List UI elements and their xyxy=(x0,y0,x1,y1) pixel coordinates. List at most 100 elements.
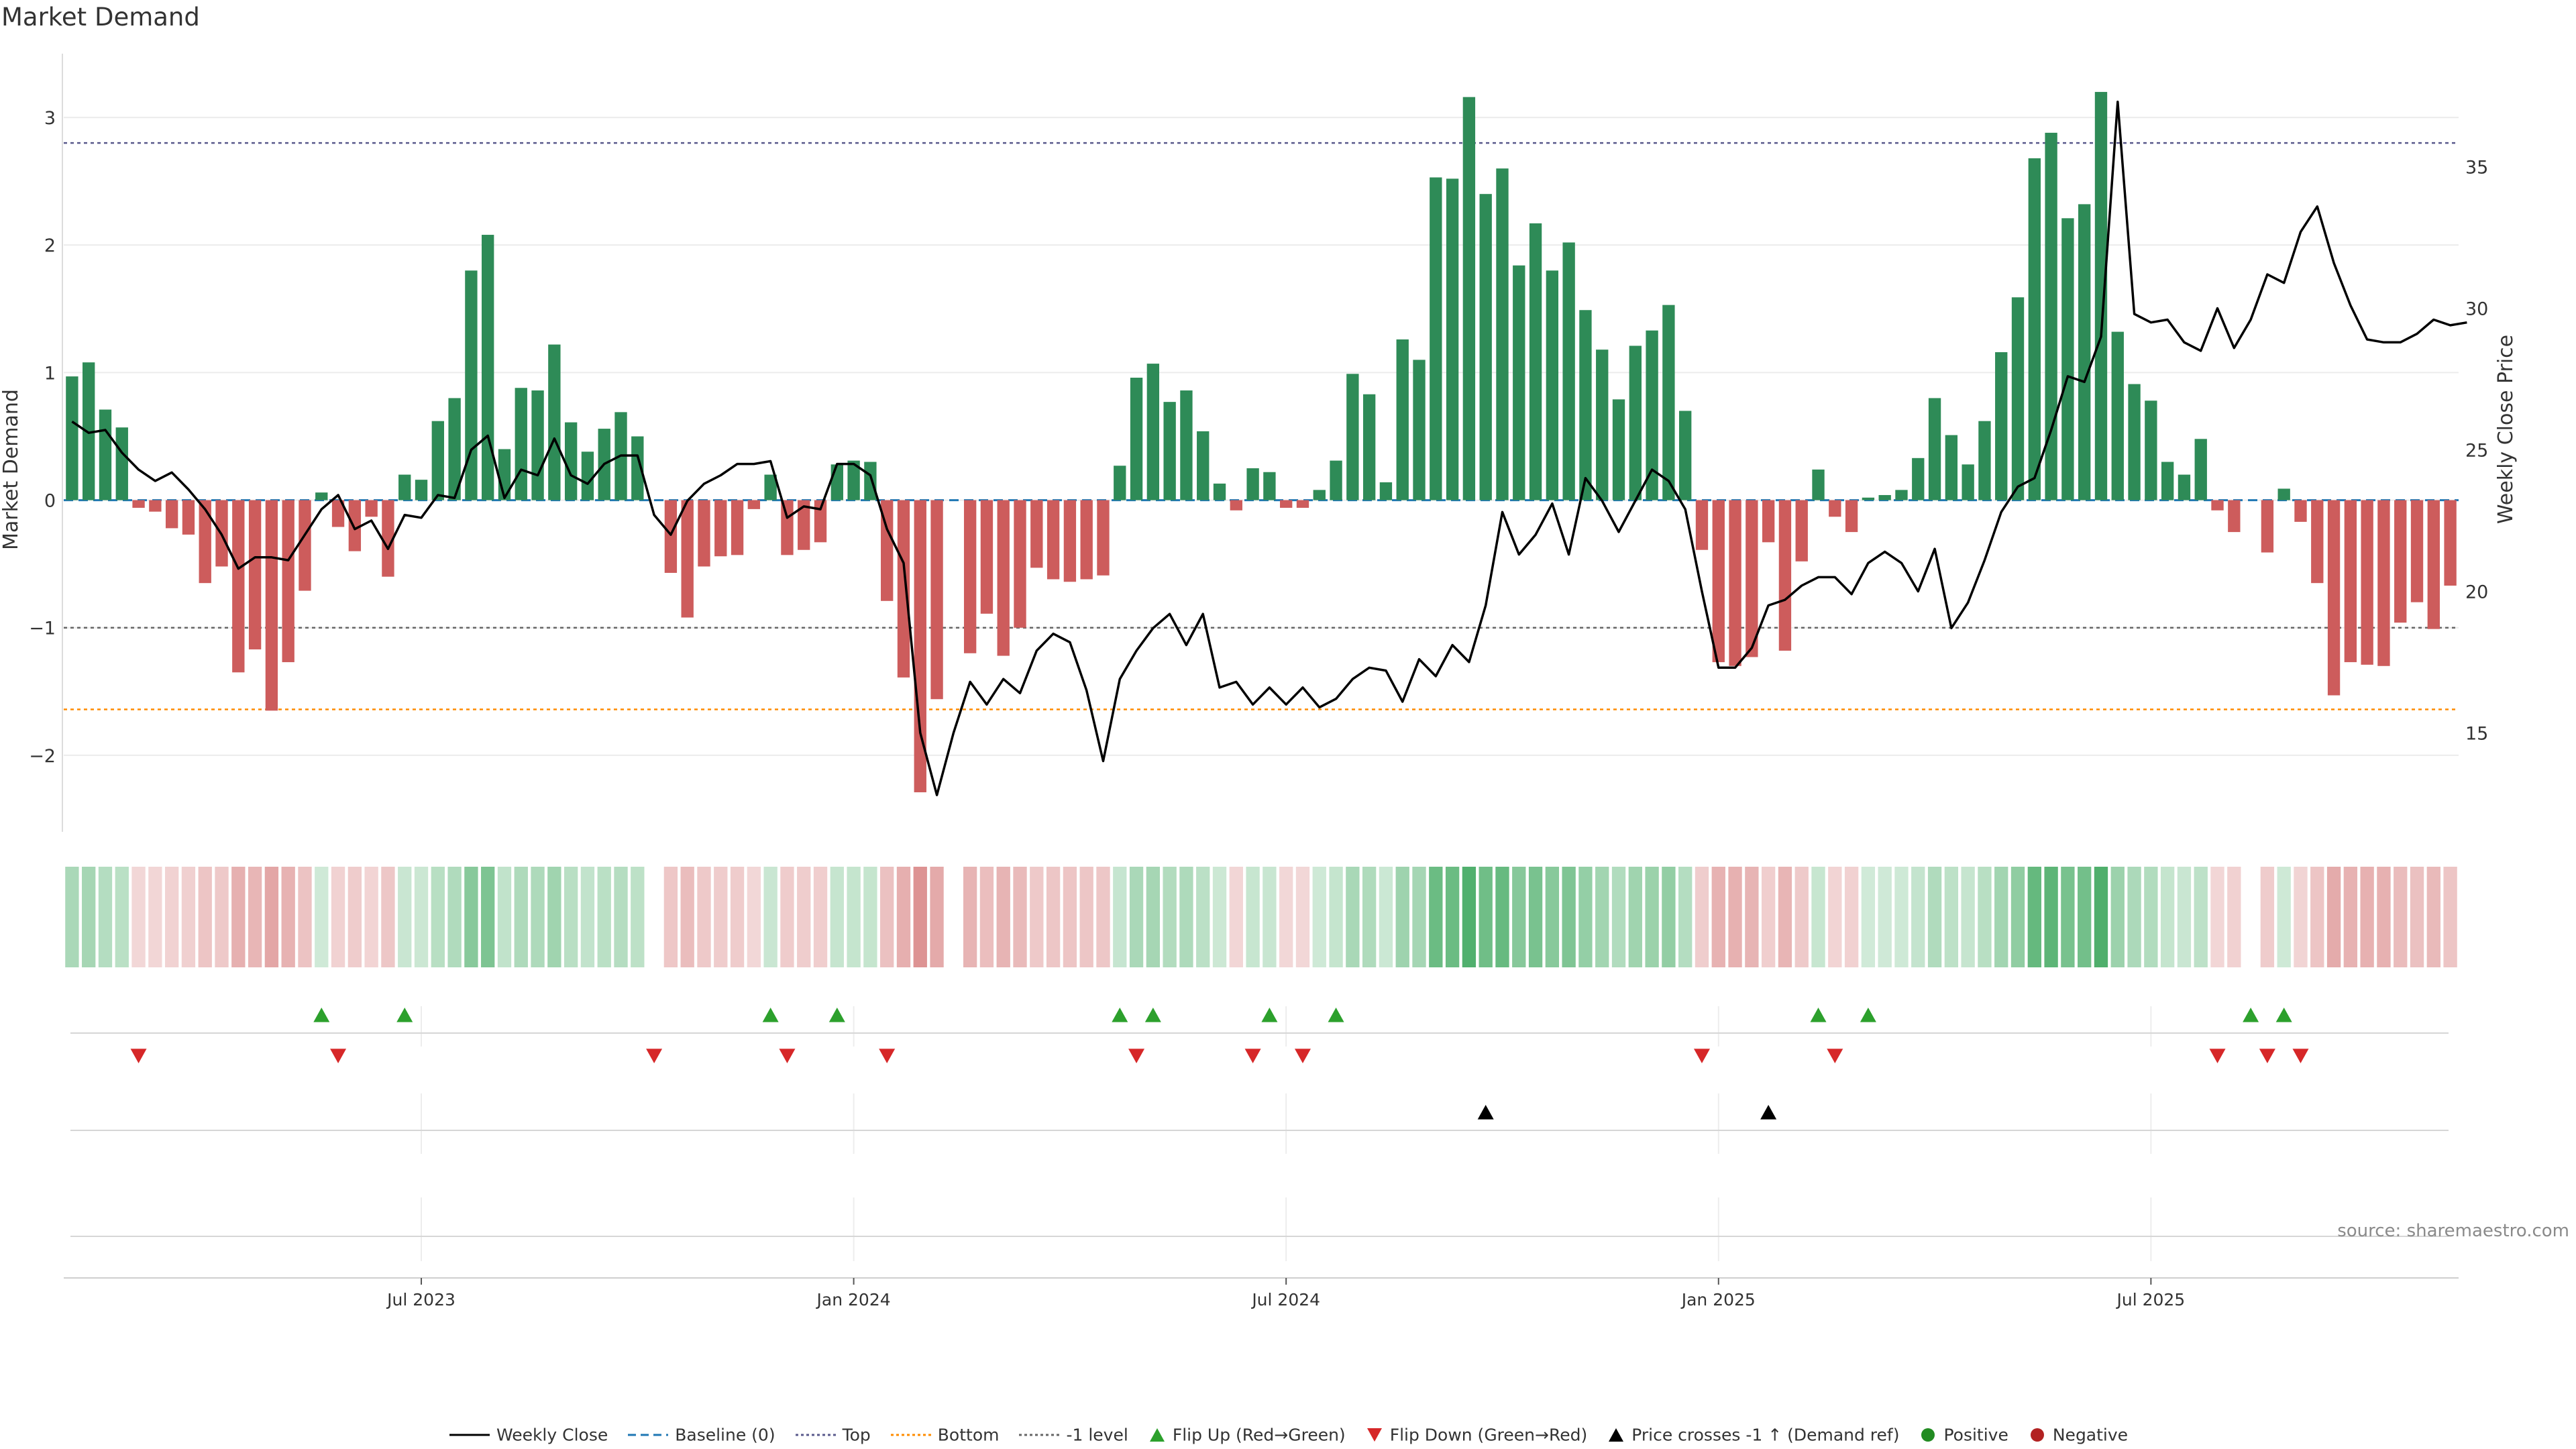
demand-bar-positive xyxy=(1114,466,1126,500)
price-cross-marker xyxy=(1477,1105,1494,1120)
heat-cell xyxy=(1961,867,1975,967)
demand-bar-positive xyxy=(315,492,328,500)
demand-bar-negative xyxy=(997,500,1010,656)
heat-cell xyxy=(181,867,196,967)
heat-cell xyxy=(2377,867,2391,967)
y-axis-title-left: Market Demand xyxy=(0,389,23,550)
demand-bar-positive xyxy=(1546,270,1559,500)
heat-cell xyxy=(730,867,745,967)
price-line-layer xyxy=(71,100,2467,796)
legend-item: Flip Down (Green→Red) xyxy=(1364,1424,1587,1444)
heat-cell xyxy=(464,867,478,967)
legend-item: Negative xyxy=(2027,1424,2128,1444)
legend-circle-icon xyxy=(1921,1428,1935,1442)
heat-cell xyxy=(1927,867,1942,967)
heat-cell xyxy=(1063,867,1077,967)
x-tick-label: Jan 2025 xyxy=(1680,1290,1756,1309)
demand-bar-positive xyxy=(1895,490,1908,500)
demand-bar-positive xyxy=(1978,421,1991,500)
heat-cell xyxy=(447,867,462,967)
heat-cell xyxy=(2094,867,2108,967)
heat-cell xyxy=(231,867,246,967)
heat-cell xyxy=(1844,867,1859,967)
demand-bar-negative xyxy=(149,500,162,512)
demand-bar-negative xyxy=(1230,500,1242,511)
demand-bar-positive xyxy=(415,480,428,500)
flip-up-marker xyxy=(1144,1008,1161,1022)
demand-bar-positive xyxy=(1945,435,1958,500)
demand-bar-negative xyxy=(1080,500,1093,580)
legend-item: Price crosses -1 ↑ (Demand ref) xyxy=(1606,1424,1899,1444)
demand-bar-negative xyxy=(2410,500,2424,602)
demand-bar-positive xyxy=(1662,305,1675,500)
demand-bar-negative xyxy=(1063,500,1077,582)
heat-cell xyxy=(2227,867,2241,967)
demand-bar-positive xyxy=(2078,204,2091,500)
heat-cell xyxy=(1495,867,1509,967)
demand-bar-positive xyxy=(1579,310,1592,500)
demand-bar-positive xyxy=(2161,462,2174,500)
demand-bar-positive xyxy=(99,409,112,500)
x-tick-label: Jan 2024 xyxy=(816,1290,891,1309)
heat-cell xyxy=(680,867,694,967)
demand-bar-negative xyxy=(1712,500,1725,663)
legend: Weekly Close Baseline (0) Top Bottom -1 leve… xyxy=(0,1424,2576,1444)
heat-cell xyxy=(1578,867,1593,967)
demand-bars xyxy=(66,92,2457,793)
heat-cell xyxy=(1013,867,1027,967)
heat-cell xyxy=(131,867,146,967)
legend-item: Bottom xyxy=(890,1424,999,1444)
heat-cell xyxy=(2177,867,2192,967)
demand-bar-negative xyxy=(731,500,744,555)
heat-cell xyxy=(830,867,844,967)
heat-cell xyxy=(98,867,113,967)
flip-down-marker xyxy=(1244,1049,1261,1063)
legend-triangle-down-icon xyxy=(1366,1428,1382,1442)
demand-bar-negative xyxy=(798,500,810,550)
heat-cell xyxy=(1512,867,1526,967)
demand-bar-negative xyxy=(714,500,727,557)
demand-bar-negative xyxy=(1845,500,1858,533)
heat-cell xyxy=(1745,867,1759,967)
demand-bar-negative xyxy=(930,500,943,700)
demand-bar-negative xyxy=(365,500,378,517)
heat-cell xyxy=(1462,867,1477,967)
heat-cell xyxy=(215,867,229,967)
demand-bar-positive xyxy=(2094,92,2108,500)
demand-bar-negative xyxy=(664,500,678,573)
heat-cell xyxy=(1695,867,1709,967)
demand-bar-positive xyxy=(2028,158,2041,500)
heat-cell xyxy=(1445,867,1460,967)
flip-down-marker xyxy=(1294,1049,1311,1063)
demand-bar-negative xyxy=(1829,500,1841,517)
legend-label: Flip Up (Red→Green) xyxy=(1172,1425,1346,1445)
heat-cell xyxy=(1279,867,1293,967)
heat-cell xyxy=(1878,867,1892,967)
demand-bar-positive xyxy=(1396,339,1409,500)
demand-bar-positive xyxy=(482,235,494,500)
legend-item: Flip Up (Red→Green) xyxy=(1147,1424,1346,1445)
heat-cell xyxy=(2110,867,2125,967)
heat-cell xyxy=(1429,867,1443,967)
demand-bar-negative xyxy=(2344,500,2357,663)
heat-cell xyxy=(1379,867,1393,967)
y-tick-label-right: 35 xyxy=(2465,158,2488,178)
legend-solid-line-icon xyxy=(449,1434,490,1436)
heat-cell xyxy=(580,867,595,967)
demand-bar-negative xyxy=(781,500,794,555)
heat-cell xyxy=(1778,867,1792,967)
demand-bar-negative xyxy=(1280,500,1293,508)
demand-bar-negative xyxy=(1695,500,1709,550)
heat-cell xyxy=(1329,867,1343,967)
demand-bar-positive xyxy=(1263,472,1276,500)
demand-bar-negative xyxy=(881,500,894,601)
flip-down-marker xyxy=(2292,1049,2309,1063)
legend-symbol xyxy=(1921,1428,1935,1442)
heat-cell xyxy=(863,867,877,967)
heat-cell xyxy=(2360,867,2374,967)
flip-up-marker xyxy=(313,1008,330,1022)
demand-bar-positive xyxy=(1413,360,1426,500)
heat-cell xyxy=(2443,867,2457,967)
heat-cell xyxy=(198,867,212,967)
